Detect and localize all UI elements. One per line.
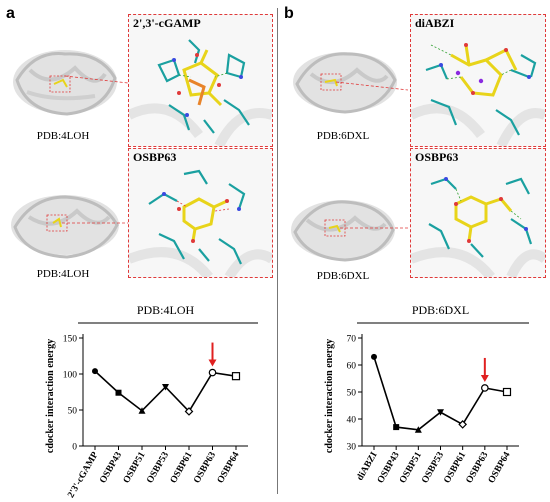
data-point — [162, 383, 169, 391]
inset-title: OSBP63 — [133, 150, 177, 164]
data-point — [437, 409, 444, 416]
data-point — [184, 407, 194, 416]
data-point — [502, 387, 512, 397]
y-tick-label: 150 — [63, 335, 78, 345]
data-point — [393, 424, 400, 431]
y-tick-label: 30 — [347, 443, 357, 453]
data-point — [138, 407, 146, 414]
chart-title: PDB:4LOH — [137, 303, 195, 317]
y-tick-label: 100 — [63, 371, 78, 381]
zoom-connector — [340, 227, 408, 229]
x-tick-label: OSBP53 — [145, 450, 171, 485]
inset-title: OSBP63 — [415, 150, 459, 164]
zoom-connector — [62, 222, 128, 224]
x-tick-label: diABZI — [355, 450, 379, 482]
y-tick-label: 40 — [347, 416, 357, 426]
inset-title: 2',3'-cGAMP — [133, 16, 201, 30]
protein-structure-image — [291, 200, 395, 262]
x-tick-label: OSBP64 — [216, 450, 242, 485]
x-tick-label: OSBP61 — [169, 450, 195, 485]
x-tick-label: OSBP63 — [192, 450, 218, 485]
data-point — [115, 389, 122, 396]
data-point — [414, 426, 422, 433]
x-tick-label: OSBP64 — [487, 450, 513, 485]
data-point — [458, 420, 468, 429]
y-axis-label: cdocker interaction energy — [45, 339, 56, 453]
binding-inset: 2',3'-cGAMP — [128, 14, 273, 147]
line-chart-a: PDB:4LOH 0 50 100 150 cdocker interaction ene… — [45, 303, 258, 500]
data-point — [481, 384, 489, 392]
panel-divider — [277, 8, 278, 494]
binding-inset: diABZI — [410, 14, 546, 147]
y-tick-label: 50 — [68, 407, 78, 417]
highlight-arrow — [480, 357, 489, 382]
y-tick-label: 60 — [347, 362, 357, 372]
protein-structure-image — [13, 50, 117, 116]
inset-title: diABZI — [415, 16, 455, 30]
x-tick-label: 2'3'-cGAMP — [66, 450, 100, 499]
panel-a-letter: a — [6, 5, 15, 22]
ligand-binding-image — [411, 43, 545, 146]
x-tick-label: OSBP51 — [122, 450, 148, 485]
chart-title: PDB:6DXL — [412, 303, 469, 317]
highlight-arrow — [208, 342, 217, 367]
x-tick-label: OSBP43 — [98, 450, 124, 485]
data-point — [208, 368, 217, 377]
ligand-binding-image — [129, 39, 272, 146]
line-chart-b: PDB:6DXL 30 40 50 60 70 cdocker interaction en… — [324, 303, 529, 485]
series-line — [373, 356, 508, 431]
zoom-connector — [335, 81, 409, 91]
y-axis-label: cdocker interaction energy — [324, 339, 335, 453]
ligand-binding-image — [411, 177, 545, 277]
pdb-label: PDB:6DXL — [316, 270, 370, 282]
pdb-label: PDB:4LOH — [36, 268, 90, 280]
protein-structure-image — [11, 195, 119, 259]
data-point — [231, 372, 241, 381]
data-point — [371, 353, 377, 360]
binding-inset: OSBP63 — [410, 148, 546, 278]
panel-b-letter: b — [284, 5, 294, 22]
protein-structure-image — [293, 52, 397, 114]
pdb-label: PDB:6DXL — [316, 130, 370, 142]
binding-inset: OSBP63 — [128, 148, 273, 278]
ligand-binding-image — [129, 169, 272, 277]
y-tick-label: 50 — [347, 389, 357, 399]
zoom-connector — [64, 75, 129, 84]
pdb-label: PDB:4LOH — [36, 130, 90, 142]
y-tick-label: 70 — [347, 335, 357, 345]
y-tick-label: 0 — [72, 443, 77, 453]
data-point — [92, 368, 98, 375]
